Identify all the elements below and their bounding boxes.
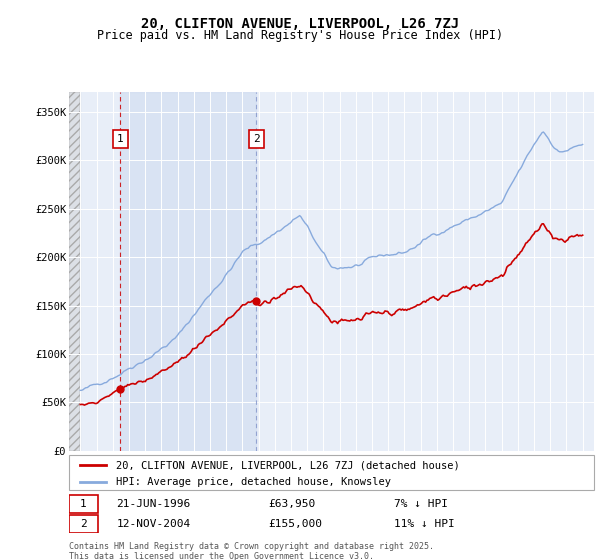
Text: 12-NOV-2004: 12-NOV-2004: [116, 519, 191, 529]
Text: Contains HM Land Registry data © Crown copyright and database right 2025.
This d: Contains HM Land Registry data © Crown c…: [69, 542, 434, 560]
Text: 1: 1: [80, 499, 87, 509]
Text: 21-JUN-1996: 21-JUN-1996: [116, 499, 191, 509]
Text: HPI: Average price, detached house, Knowsley: HPI: Average price, detached house, Know…: [116, 477, 391, 487]
Text: £155,000: £155,000: [269, 519, 323, 529]
Bar: [69, 92, 80, 451]
FancyBboxPatch shape: [69, 515, 98, 533]
Text: Price paid vs. HM Land Registry's House Price Index (HPI): Price paid vs. HM Land Registry's House …: [97, 29, 503, 42]
Text: 7% ↓ HPI: 7% ↓ HPI: [395, 499, 449, 509]
Text: 20, CLIFTON AVENUE, LIVERPOOL, L26 7ZJ: 20, CLIFTON AVENUE, LIVERPOOL, L26 7ZJ: [141, 17, 459, 31]
Text: 2: 2: [80, 519, 87, 529]
Text: 1: 1: [117, 134, 124, 144]
FancyBboxPatch shape: [69, 495, 98, 513]
Bar: [121, 92, 256, 451]
Text: £63,950: £63,950: [269, 499, 316, 509]
Bar: [69, 92, 80, 451]
Text: 20, CLIFTON AVENUE, LIVERPOOL, L26 7ZJ (detached house): 20, CLIFTON AVENUE, LIVERPOOL, L26 7ZJ (…: [116, 460, 460, 470]
Text: 11% ↓ HPI: 11% ↓ HPI: [395, 519, 455, 529]
Text: 2: 2: [253, 134, 260, 144]
FancyBboxPatch shape: [69, 455, 594, 490]
